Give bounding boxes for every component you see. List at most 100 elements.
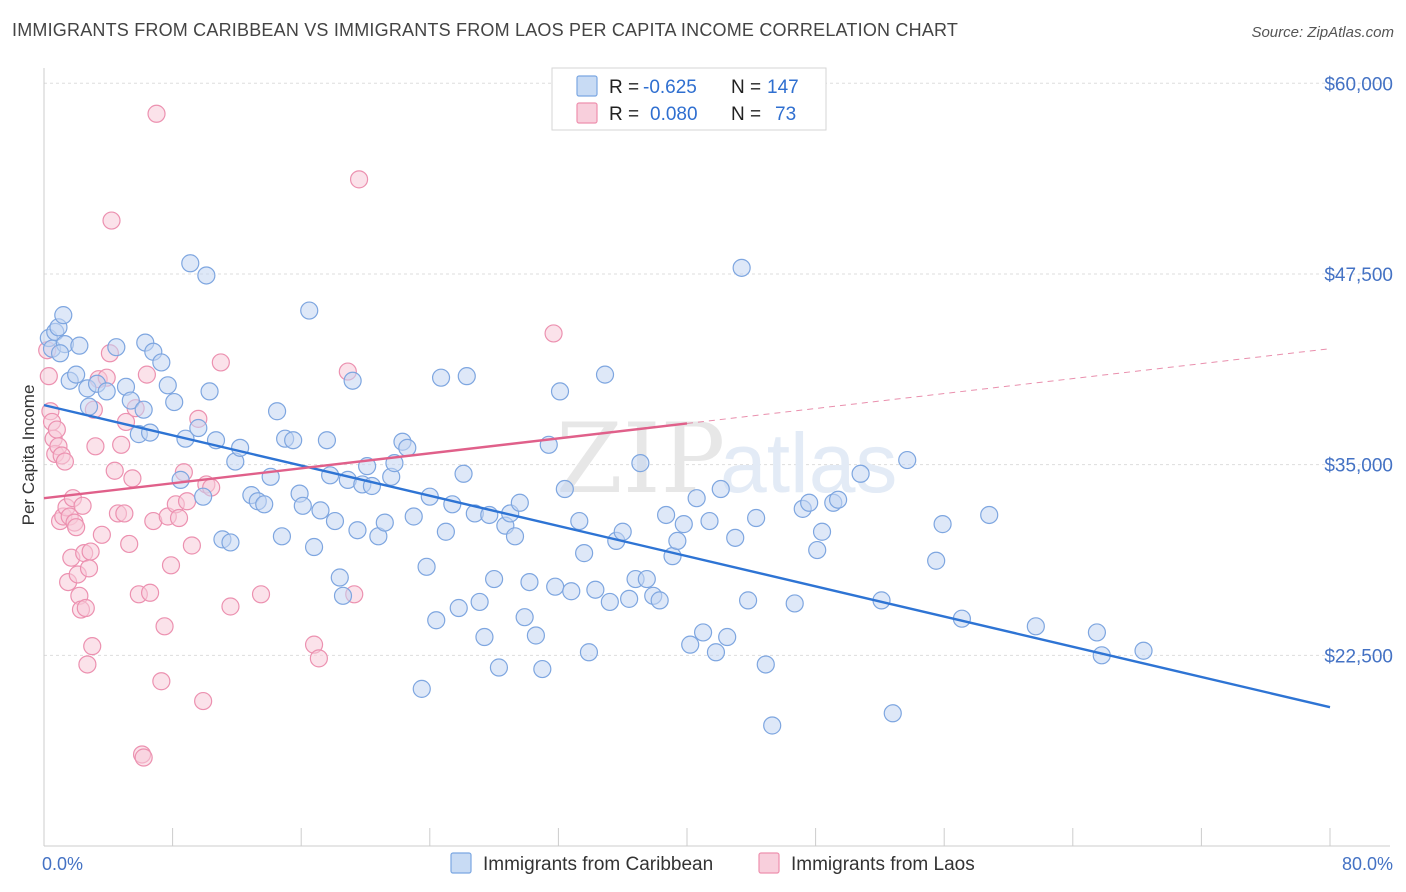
caribbean-point [284, 431, 303, 450]
laos-trend-line-extension [686, 348, 1331, 424]
caribbean-point [70, 336, 89, 355]
legend-n-label-1: N = [731, 77, 761, 98]
caribbean-point [431, 368, 451, 387]
caribbean-point [1134, 641, 1153, 660]
caribbean-point [417, 557, 436, 576]
legend-r-label-1: R = [609, 77, 639, 98]
laos-point [39, 367, 58, 386]
caribbean-point [67, 365, 86, 384]
laos-point [309, 649, 328, 668]
caribbean-point [333, 586, 353, 605]
caribbean-point [189, 418, 208, 438]
caribbean-point [718, 627, 737, 647]
caribbean-point [927, 551, 946, 570]
caribbean-point [221, 533, 240, 552]
caribbean-trend-line [43, 403, 1331, 709]
caribbean-point [700, 511, 719, 531]
laos-point [67, 518, 86, 537]
caribbean-point [570, 511, 589, 531]
laos-point [147, 104, 166, 123]
caribbean-point [152, 353, 171, 372]
laos-point [221, 597, 240, 616]
laos-point [123, 469, 142, 488]
caribbean-point [97, 382, 116, 401]
legend-r-value-caribbean: -0.625 [643, 77, 697, 98]
caribbean-point [317, 431, 337, 450]
laos-point [155, 617, 174, 636]
caribbean-point [165, 392, 184, 412]
caribbean-point [293, 496, 312, 515]
caribbean-point [763, 716, 782, 735]
caribbean-point [637, 569, 656, 589]
caribbean-point [515, 608, 534, 627]
caribbean-point [181, 254, 200, 273]
caribbean-point [134, 400, 153, 419]
caribbean-point [311, 501, 330, 520]
caribbean-point [579, 643, 599, 662]
caribbean-point [747, 508, 766, 528]
y-tick-label: $47,500 [1324, 265, 1393, 286]
laos-point [55, 452, 74, 471]
caribbean-point [200, 382, 219, 401]
caribbean-point [1026, 617, 1045, 636]
caribbean-point [475, 627, 494, 647]
caribbean-point [470, 592, 489, 612]
y-tick-labels: $22,500 $35,000 $47,500 $60,000 [1324, 74, 1393, 667]
caribbean-point [555, 479, 574, 499]
laos-point [105, 461, 124, 480]
caribbean-point [851, 464, 870, 483]
caribbean-point [321, 466, 340, 485]
laos-point [78, 655, 97, 674]
caribbean-point [620, 589, 639, 608]
caribbean-point [255, 495, 274, 514]
caribbean-point [107, 338, 126, 357]
legend-r-value-laos: 0.080 [650, 104, 698, 125]
caribbean-point [449, 598, 468, 618]
legend-r-label-2: R = [609, 104, 639, 125]
chart-title: IMMIGRANTS FROM CARIBBEAN VS IMMIGRANTS … [12, 20, 959, 40]
caribbean-point [613, 522, 632, 541]
laos-point [79, 559, 99, 578]
caribbean-point [457, 367, 476, 386]
laos-point [251, 585, 271, 604]
caribbean-point [398, 438, 417, 457]
caribbean-point [443, 495, 462, 514]
caribbean-point [121, 391, 140, 410]
y-tick-label: $35,000 [1324, 456, 1393, 477]
series-caribbean-points [39, 254, 1153, 735]
legend-n-value-laos: 73 [775, 104, 796, 125]
bottom-legend-swatch-caribbean [450, 852, 472, 874]
laos-point [115, 504, 134, 523]
caribbean-point [375, 513, 394, 532]
laos-point [349, 170, 369, 189]
caribbean-point [520, 572, 539, 592]
legend-swatch-laos [576, 102, 598, 124]
caribbean-point [50, 344, 70, 363]
laos-point [161, 556, 181, 575]
legend-n-value-caribbean: 147 [767, 77, 799, 98]
bottom-legend-laos: Immigrants from Laos [791, 854, 975, 875]
trend-lines [43, 348, 1331, 709]
caribbean-point [79, 397, 99, 416]
caribbean-point [325, 511, 345, 531]
caribbean-point [412, 679, 431, 698]
caribbean-point [674, 515, 693, 534]
laos-point [544, 324, 563, 343]
caribbean-point [546, 577, 565, 596]
laos-point [76, 598, 95, 618]
laos-point [169, 508, 189, 528]
caribbean-point [631, 454, 650, 473]
laos-point [194, 691, 213, 711]
caribbean-point [272, 527, 292, 546]
caribbean-point [681, 635, 700, 654]
caribbean-point [732, 258, 751, 277]
laos-point [137, 365, 156, 384]
caribbean-point [726, 528, 745, 547]
caribbean-point [687, 489, 706, 508]
caribbean-point [800, 493, 819, 512]
laos-point [134, 748, 153, 767]
caribbean-point [657, 505, 676, 525]
caribbean-point [595, 365, 615, 384]
caribbean-point [785, 594, 804, 613]
